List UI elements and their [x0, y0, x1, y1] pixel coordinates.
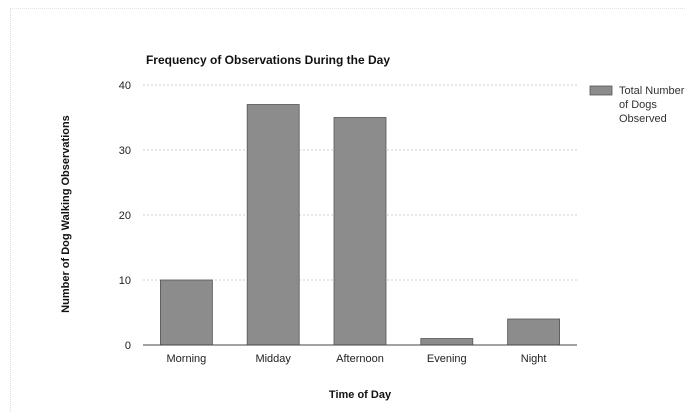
legend-label: Observed [619, 113, 667, 125]
y-tick-label: 0 [125, 340, 131, 352]
y-tick-labels: 0 10 20 30 40 [119, 80, 131, 352]
bar-midday [246, 104, 300, 346]
legend-swatch [589, 85, 613, 96]
bar-night [507, 318, 561, 346]
y-tick-label: 30 [119, 145, 131, 157]
bar-morning [159, 279, 213, 346]
bar-afternoon [333, 117, 387, 346]
x-tick-label: Afternoon [336, 353, 384, 365]
bar-evening [420, 338, 474, 346]
bars [159, 104, 561, 346]
legend-label: of Dogs [619, 99, 657, 111]
y-tick-label: 10 [119, 275, 131, 287]
legend: Total Number of Dogs Observed [589, 85, 685, 125]
x-tick-label: Night [521, 353, 547, 365]
x-tick-label: Evening [427, 353, 467, 365]
legend-label: Total Number [619, 85, 685, 97]
y-tick-label: 20 [119, 210, 131, 222]
x-axis-label: Time of Day [329, 389, 392, 401]
y-axis-label: Number of Dog Walking Observations [60, 115, 72, 313]
x-tick-label: Midday [255, 353, 291, 365]
x-tick-label: Morning [167, 353, 207, 365]
chart-title: Frequency of Observations During the Day [146, 53, 390, 67]
chart-frame [10, 8, 685, 412]
y-tick-label: 40 [119, 80, 131, 92]
x-tick-labels: Morning Midday Afternoon Evening Night [167, 353, 547, 365]
